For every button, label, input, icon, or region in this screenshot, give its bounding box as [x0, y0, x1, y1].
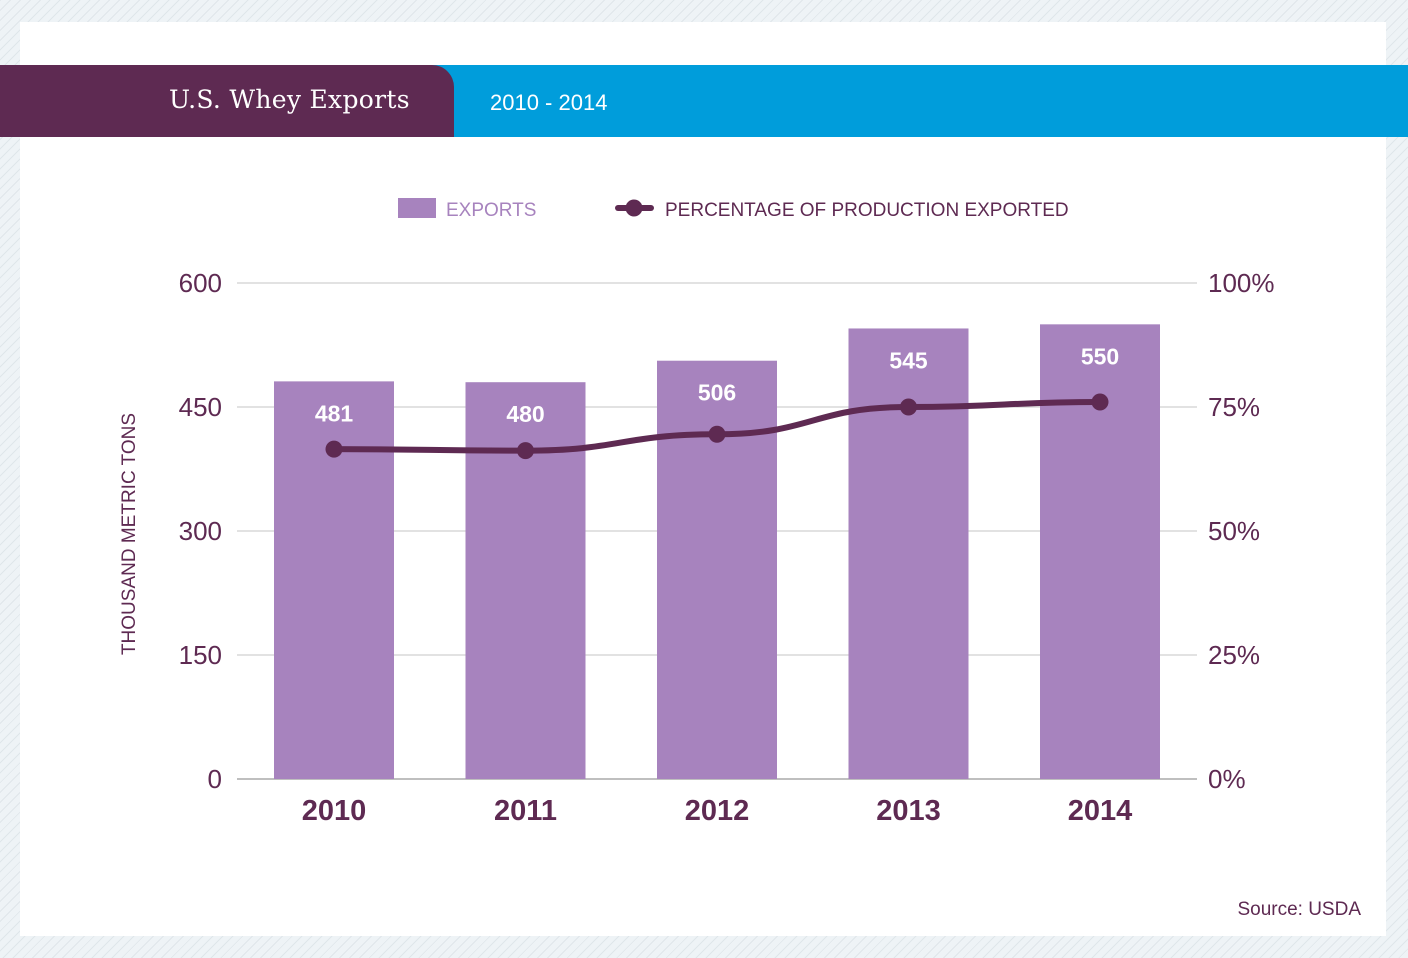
legend-label-exports: EXPORTS [446, 200, 536, 221]
y-tick-label: 300 [179, 516, 222, 546]
y-tick-label: 450 [179, 392, 222, 422]
title-banner [0, 65, 454, 137]
line-point [517, 442, 534, 460]
legend-swatch-exports [398, 198, 436, 218]
chart-subtitle: 2010 - 2014 [490, 90, 608, 115]
x-tick-label: 2012 [685, 795, 750, 827]
line-point [325, 440, 343, 458]
data-labels: 481 480 506 545 550 [315, 343, 1119, 427]
line-point [708, 425, 726, 443]
y-tick-label: 0 [208, 764, 222, 794]
y-tick-label: 150 [179, 640, 222, 670]
chart-title: U.S. Whey Exports [169, 85, 410, 114]
x-tick-label: 2013 [876, 795, 941, 827]
bar-value-label: 550 [1081, 343, 1119, 369]
line-point [1091, 393, 1109, 411]
y2-tick-label: 50% [1208, 516, 1260, 546]
bar [1040, 324, 1160, 779]
legend-label-percentage: PERCENTAGE OF PRODUCTION EXPORTED [665, 200, 1069, 221]
axes: 0 0% 150 25% 300 50% 450 75% 600 100% THOUSAND MET… [119, 268, 1275, 827]
y2-tick-label: 100% [1208, 268, 1275, 298]
bar [465, 382, 586, 779]
y2-tick-label: 75% [1208, 392, 1260, 422]
legend: EXPORTS PERCENTAGE OF PRODUCTION EXPORTED [398, 198, 1069, 221]
y-axis-title: THOUSAND METRIC TONS [119, 413, 140, 655]
x-tick-label: 2014 [1068, 795, 1133, 827]
source-note: Source: USDA [1237, 899, 1361, 920]
bar-value-label: 506 [698, 380, 736, 406]
x-tick-label: 2011 [494, 795, 557, 827]
x-tick-label: 2010 [302, 795, 367, 827]
percentage-line [325, 393, 1109, 460]
bar [657, 360, 777, 779]
bar-value-label: 480 [506, 401, 544, 427]
bar-value-label: 545 [889, 347, 928, 373]
legend-marker-line [625, 199, 643, 217]
y2-tick-label: 0% [1208, 764, 1246, 794]
line-point [900, 398, 917, 416]
bar [848, 328, 969, 779]
y2-tick-label: 25% [1208, 640, 1260, 670]
bar-value-label: 481 [315, 400, 354, 426]
y-tick-label: 600 [179, 268, 222, 298]
